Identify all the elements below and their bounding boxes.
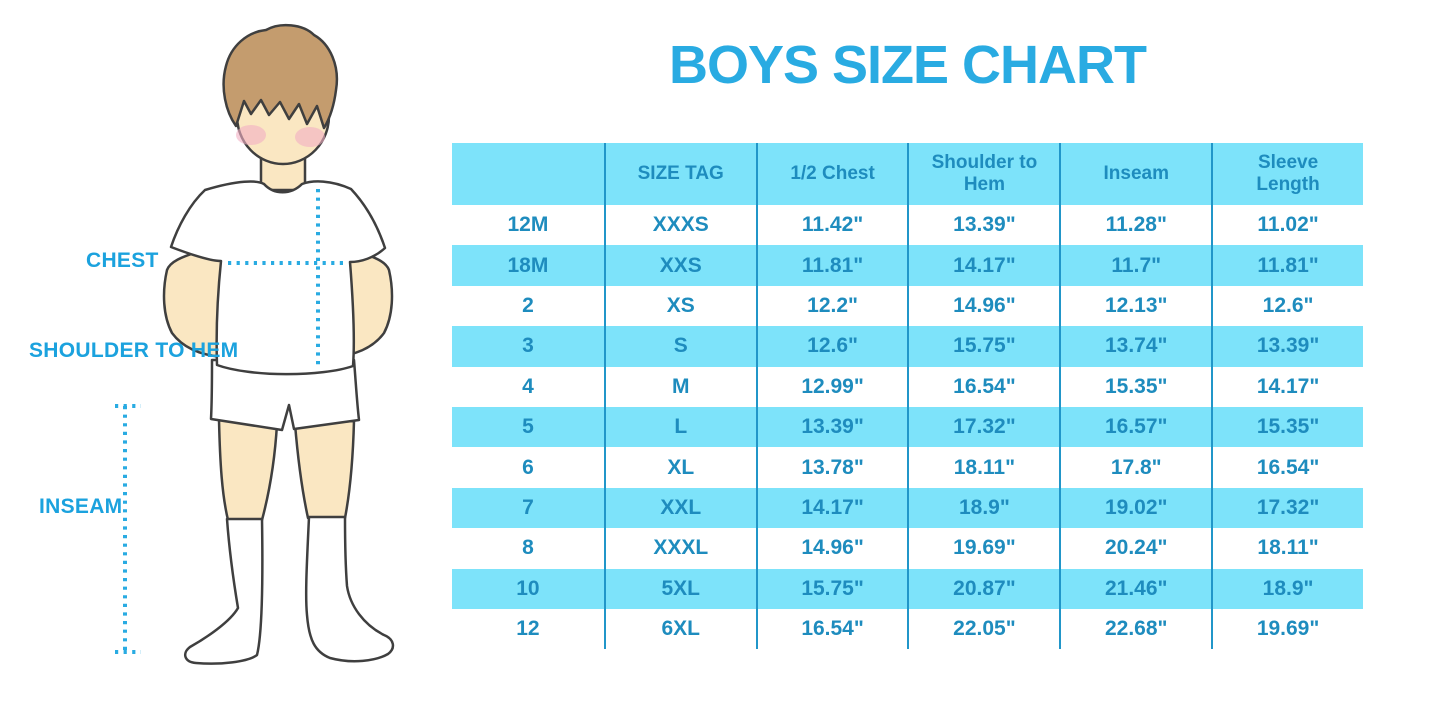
measurement-cell: 11.02"	[1211, 205, 1363, 246]
measurement-cell: 22.05"	[907, 608, 1060, 650]
measurement-cell: 18.11"	[1211, 528, 1363, 569]
measurement-cell: 16.54"	[907, 366, 1060, 407]
measurement-cell: 12.99"	[755, 366, 908, 407]
measurement-cell: 15.75"	[907, 326, 1060, 367]
measurement-cell: 11.42"	[755, 205, 908, 246]
size-cell: 5	[452, 406, 604, 448]
measurement-cell: 19.69"	[907, 528, 1060, 569]
measurement-cell: 16.54"	[1211, 447, 1363, 488]
measurement-cell: XL	[603, 447, 756, 488]
measurement-cell: 15.35"	[1059, 366, 1212, 407]
measurement-cell: 13.78"	[755, 447, 908, 488]
measurement-cell: 14.17"	[755, 487, 908, 529]
size-cell: 3	[452, 326, 604, 367]
measurement-cell: 15.75"	[755, 568, 908, 609]
measurement-cell: 19.69"	[1211, 608, 1363, 650]
measurement-cell: 11.28"	[1059, 205, 1212, 246]
measurement-cell: XXXL	[603, 528, 756, 569]
measurement-cell: 18.11"	[907, 447, 1060, 488]
boy-illustration	[115, 23, 395, 665]
measurement-cell: 20.87"	[907, 568, 1060, 609]
measurement-cell: 13.74"	[1059, 326, 1212, 367]
boy-shirt	[169, 180, 387, 376]
size-cell: 12	[452, 608, 604, 650]
measurement-cell: 14.96"	[755, 528, 908, 569]
measurement-cell: XXXS	[603, 205, 756, 246]
measurement-cell: 21.46"	[1059, 568, 1212, 609]
measurement-cell: 11.7"	[1059, 245, 1212, 286]
measurement-cell: 12.13"	[1059, 285, 1212, 327]
column-header: Sleeve Length	[1211, 143, 1363, 205]
boy-shorts	[209, 358, 361, 432]
column-header: SIZE TAG	[603, 143, 756, 205]
size-cell: 7	[452, 487, 604, 529]
size-cell: 10	[452, 568, 604, 609]
boy-left-cheek-blush	[236, 125, 266, 145]
measurement-cell: 19.02"	[1059, 487, 1212, 529]
size-cell: 6	[452, 447, 604, 488]
boy-left-sock	[183, 517, 264, 665]
measurement-cell: 11.81"	[1211, 245, 1363, 286]
measurement-cell: 12.6"	[755, 326, 908, 367]
boy-right-cheek-blush	[295, 127, 325, 147]
measurement-cell: 5XL	[603, 568, 756, 609]
measurement-cell: 15.35"	[1211, 406, 1363, 448]
measurement-cell: XXS	[603, 245, 756, 286]
size-cell: 18M	[452, 245, 604, 286]
measurement-cell: 16.54"	[755, 608, 908, 650]
measurement-cell: 17.8"	[1059, 447, 1212, 488]
column-header: Shoulder to Hem	[907, 143, 1060, 205]
measurement-cell: 12.6"	[1211, 285, 1363, 327]
size-cell: 8	[452, 528, 604, 569]
size-cell: 12M	[452, 205, 604, 246]
measurement-cell: M	[603, 366, 756, 407]
measurement-cell: 14.96"	[907, 285, 1060, 327]
measurement-cell: 18.9"	[1211, 568, 1363, 609]
measurement-cell: 17.32"	[907, 406, 1060, 448]
measurement-cell: 17.32"	[1211, 487, 1363, 529]
boy-right-leg	[293, 419, 356, 520]
boy-left-leg	[217, 418, 279, 522]
measurement-cell: 18.9"	[907, 487, 1060, 529]
measurement-cell: L	[603, 406, 756, 448]
measurement-cell: 6XL	[603, 608, 756, 650]
column-header: Inseam	[1059, 143, 1212, 205]
measurement-cell: 14.17"	[907, 245, 1060, 286]
measurement-cell: 13.39"	[1211, 326, 1363, 367]
measurement-cell: 14.17"	[1211, 366, 1363, 407]
measurement-cell: S	[603, 326, 756, 367]
measurement-cell: 16.57"	[1059, 406, 1212, 448]
measurement-cell: 22.68"	[1059, 608, 1212, 650]
measurement-cell: XXL	[603, 487, 756, 529]
shoulder-to-hem-label: SHOULDER TO HEM	[29, 339, 239, 362]
measurement-cell: 13.39"	[755, 406, 908, 448]
measurement-cell: XS	[603, 285, 756, 327]
size-cell: 4	[452, 366, 604, 407]
column-header: 1/2 Chest	[755, 143, 908, 205]
size-cell: 2	[452, 285, 604, 327]
boy-right-sock	[304, 515, 395, 663]
size-chart-table: SIZE TAG 1/2 Chest Shoulder to Hem Inseam Sl…	[452, 143, 1363, 650]
boy-hair	[222, 23, 339, 130]
measurement-cell: 11.81"	[755, 245, 908, 286]
column-header	[452, 143, 604, 205]
measurement-cell: 13.39"	[907, 205, 1060, 246]
chest-label: CHEST	[86, 249, 159, 272]
page-title: BOYS SIZE CHART	[668, 35, 1147, 95]
measurement-cell: 20.24"	[1059, 528, 1212, 569]
inseam-label: INSEAM	[39, 495, 123, 518]
measurement-cell: 12.2"	[755, 285, 908, 327]
